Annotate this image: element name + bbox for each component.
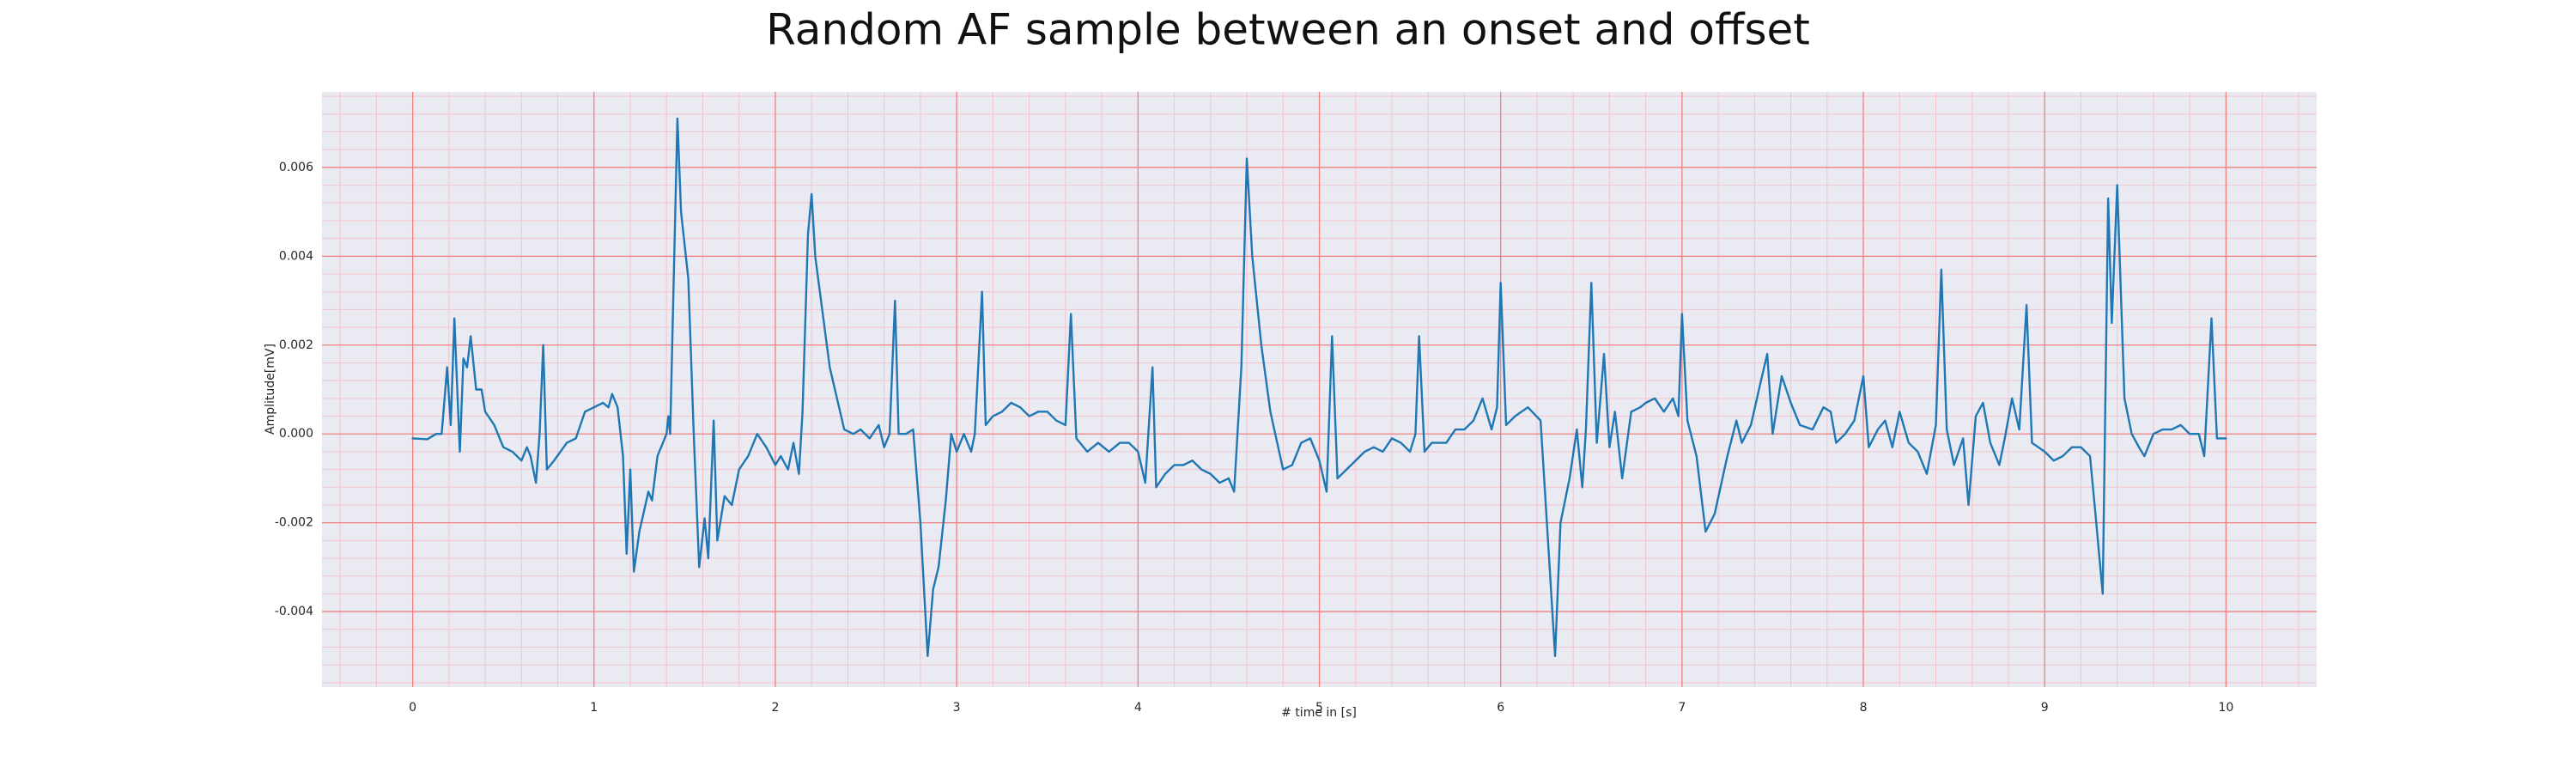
y-tick-label: 0.000 xyxy=(279,427,313,441)
y-tick-label: 0.004 xyxy=(279,249,313,263)
x-tick-label: 8 xyxy=(1860,701,1868,715)
x-tick-label: 3 xyxy=(953,701,961,715)
x-tick-label: 0 xyxy=(409,701,416,715)
y-axis-label: Amplitude[mV] xyxy=(264,344,277,435)
x-tick-label: 10 xyxy=(2218,701,2233,715)
x-tick-label: 2 xyxy=(771,701,779,715)
x-tick-label: 9 xyxy=(2041,701,2049,715)
x-tick-label: 5 xyxy=(1315,701,1323,715)
y-tick-label: 0.006 xyxy=(279,161,313,174)
x-tick-label: 4 xyxy=(1134,701,1142,715)
y-tick-label: -0.004 xyxy=(275,605,313,618)
x-tick-label: 6 xyxy=(1497,701,1504,715)
x-tick-label: 1 xyxy=(590,701,598,715)
signal-line xyxy=(411,117,2227,657)
y-tick-label: 0.002 xyxy=(279,338,313,352)
x-tick-label: 7 xyxy=(1678,701,1686,715)
x-axis-label: # time in [s] xyxy=(1281,706,1357,720)
chart-title: Random AF sample between an onset and of… xyxy=(766,5,1810,55)
y-tick-label: -0.002 xyxy=(275,516,313,530)
plot-area xyxy=(322,92,2317,687)
